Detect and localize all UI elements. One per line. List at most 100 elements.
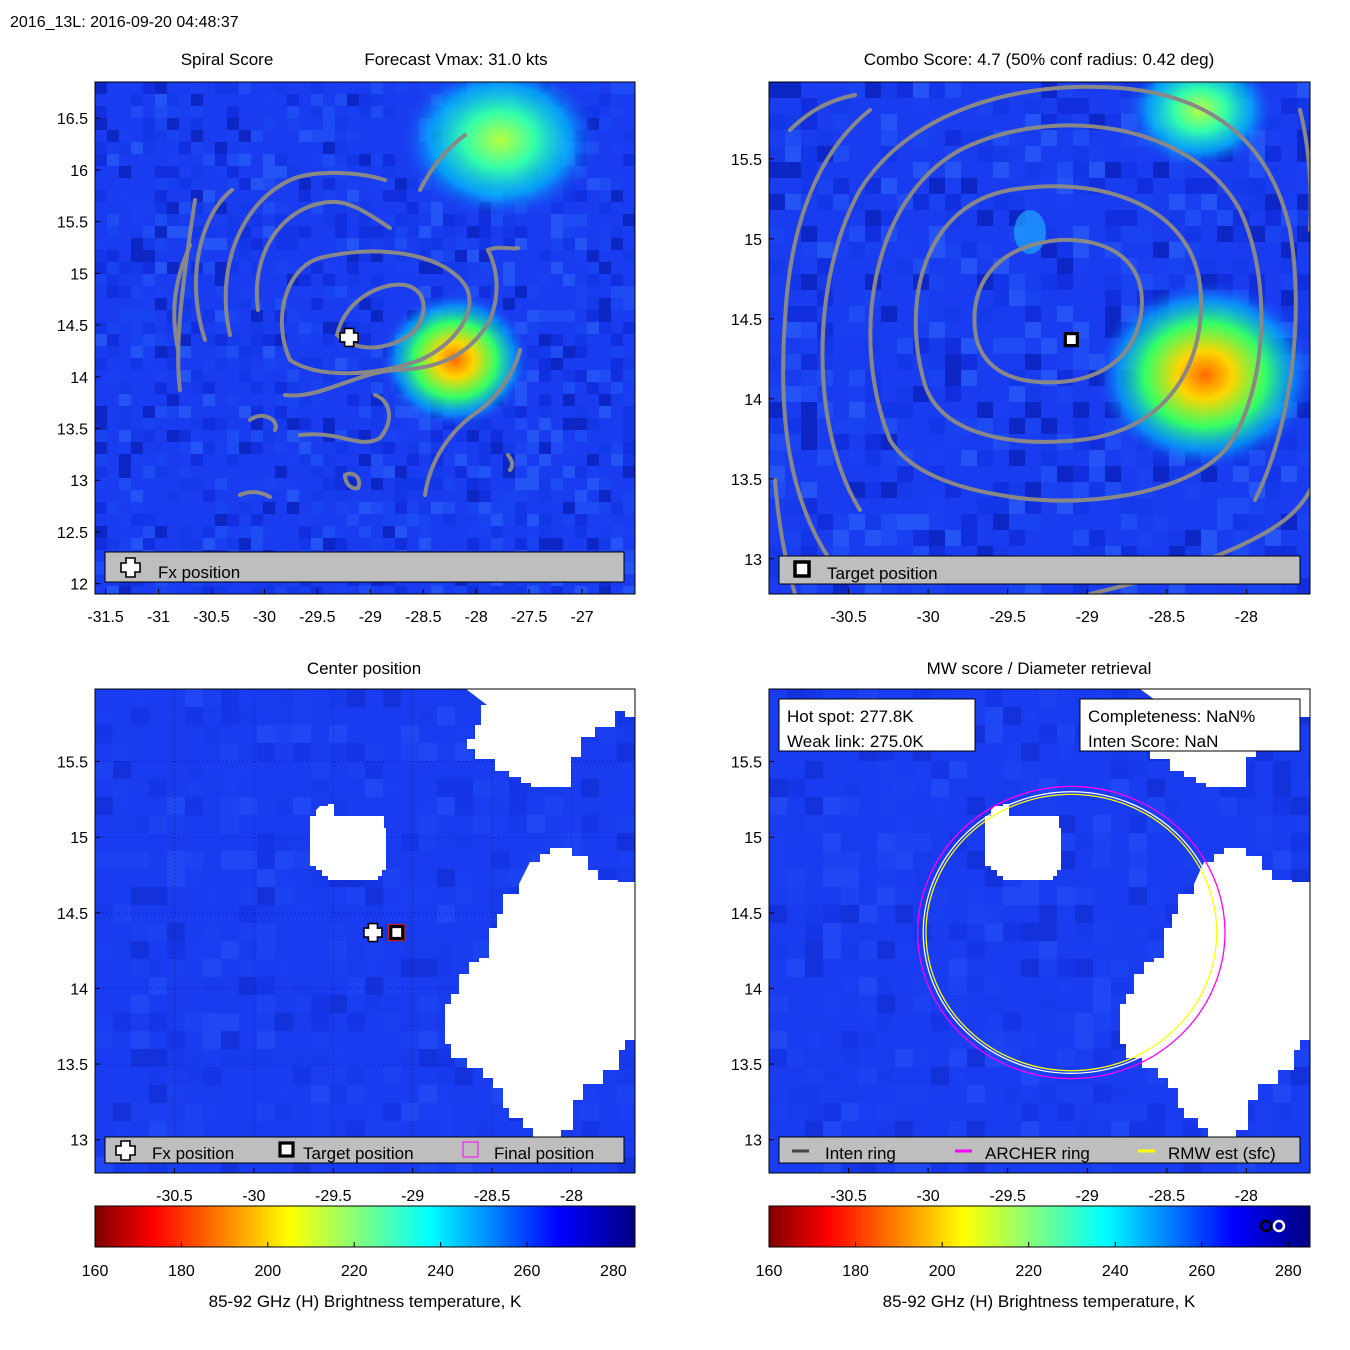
- pixel-tile: [257, 689, 275, 707]
- pixel-tile: [1147, 779, 1165, 797]
- pixel-tile: [961, 354, 977, 370]
- pixel-tile: [431, 202, 443, 214]
- pixel-tile: [993, 338, 1009, 354]
- pixel-tile: [227, 214, 239, 226]
- pixel-tile: [599, 118, 611, 130]
- pixel-tile: [275, 382, 287, 394]
- pixel-tile: [203, 941, 221, 959]
- mask-patch: [1120, 848, 1310, 1138]
- x-tick-label: -28.5: [1149, 609, 1186, 626]
- pixel-tile: [841, 851, 859, 869]
- pixel-tile: [841, 797, 859, 815]
- pixel-tile: [329, 689, 347, 707]
- pixel-tile: [155, 130, 167, 142]
- pixel-tile: [215, 334, 227, 346]
- pixel-tile: [945, 178, 961, 194]
- pixel-tile: [239, 130, 251, 142]
- pixel-tile: [335, 214, 347, 226]
- pixel-tile: [311, 466, 323, 478]
- pixel-tile: [419, 833, 437, 851]
- colorbar-label: 85-92 GHz (H) Brightness temperature, K: [883, 1292, 1196, 1311]
- pixel-tile: [617, 1049, 635, 1067]
- pixel-tile: [221, 815, 239, 833]
- pixel-tile: [1201, 194, 1217, 210]
- pixel-tile: [347, 274, 359, 286]
- pixel-tile: [985, 689, 1003, 707]
- pixel-tile: [805, 761, 823, 779]
- pixel-tile: [179, 322, 191, 334]
- pixel-tile: [119, 406, 131, 418]
- pixel-tile: [1105, 162, 1121, 178]
- pixel-tile: [897, 530, 913, 546]
- pixel-tile: [299, 442, 311, 454]
- pixel-tile: [563, 346, 575, 358]
- pixel-tile: [167, 262, 179, 274]
- pixel-tile: [599, 490, 611, 502]
- pixel-tile: [143, 514, 155, 526]
- pixel-tile: [841, 1085, 859, 1103]
- pixel-tile: [107, 214, 119, 226]
- pixel-tile: [131, 94, 143, 106]
- pixel-tile: [203, 526, 215, 538]
- pixel-tile: [575, 418, 587, 430]
- pixel-tile: [329, 995, 347, 1013]
- pixel-tile: [323, 106, 335, 118]
- pixel-tile: [335, 502, 347, 514]
- pixel-tile: [395, 190, 407, 202]
- pixel-tile: [131, 358, 143, 370]
- pixel-tile: [191, 226, 203, 238]
- pixel-tile: [881, 450, 897, 466]
- pixel-tile: [263, 478, 275, 490]
- pixel-tile: [1291, 797, 1309, 815]
- pixel-tile: [985, 995, 1003, 1013]
- pixel-tile: [849, 242, 865, 258]
- y-tick-label: 13: [70, 1133, 88, 1150]
- pixel-tile: [179, 346, 191, 358]
- pixel-tile: [239, 82, 251, 94]
- pixel-tile: [149, 1085, 167, 1103]
- pixel-tile: [95, 154, 107, 166]
- pixel-tile: [263, 202, 275, 214]
- pixel-tile: [95, 1013, 113, 1031]
- pixel-tile: [527, 466, 539, 478]
- y-tick-label: 14.5: [57, 906, 88, 923]
- pixel-tile: [185, 851, 203, 869]
- pixel-tile: [203, 1013, 221, 1031]
- pixel-tile: [455, 833, 473, 851]
- pixel-tile: [993, 290, 1009, 306]
- pixel-tile: [551, 262, 563, 274]
- pixel-tile: [371, 310, 383, 322]
- pixel-tile: [527, 430, 539, 442]
- pixel-tile: [1105, 226, 1121, 242]
- spiral-contours: [172, 133, 522, 499]
- pixel-tile: [967, 797, 985, 815]
- pixel-tile: [383, 502, 395, 514]
- pixel-tile: [203, 1067, 221, 1085]
- pixel-tile: [1073, 130, 1089, 146]
- pixel-tile: [841, 941, 859, 959]
- pixel-tile: [1249, 226, 1265, 242]
- pixel-tile: [563, 466, 575, 478]
- pixel-tile: [993, 274, 1009, 290]
- pixel-tile: [1041, 450, 1057, 466]
- pixel-tile: [323, 526, 335, 538]
- pixel-tile: [1009, 290, 1025, 306]
- pixel-tile: [239, 478, 251, 490]
- pixel-tile: [1057, 725, 1075, 743]
- pixel-tile: [1039, 941, 1057, 959]
- completeness-text: Completeness: NaN%: [1088, 707, 1255, 726]
- pixel-tile: [611, 370, 623, 382]
- pixel-tile: [1217, 210, 1233, 226]
- pixel-tile: [275, 725, 293, 743]
- pixel-tile: [599, 94, 611, 106]
- pixel-tile: [275, 358, 287, 370]
- legend-background: [778, 555, 1301, 585]
- pixel-tile: [1021, 959, 1039, 977]
- pixel-tile: [575, 226, 587, 238]
- pixel-tile: [611, 382, 623, 394]
- pixel-tile: [473, 941, 491, 959]
- pixel-tile: [203, 1085, 221, 1103]
- y-tick-label: 14.5: [731, 312, 762, 329]
- pixel-tile: [527, 815, 545, 833]
- pixel-tile: [185, 707, 203, 725]
